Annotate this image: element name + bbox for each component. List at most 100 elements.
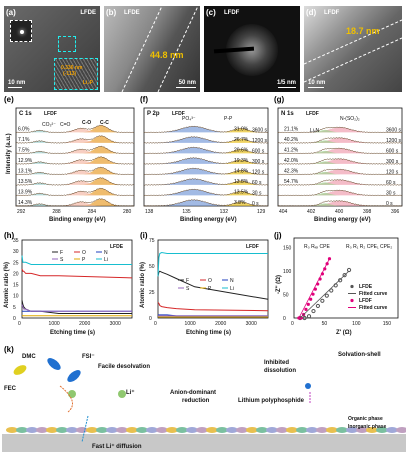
panel-j-legend: Fitted curve: [359, 291, 388, 297]
panel-e-xlabel: Binding energy (eV): [49, 217, 106, 223]
sei-grain: [336, 427, 348, 433]
panel-j-xtick: 50: [322, 321, 328, 327]
sei-grain: [386, 427, 398, 433]
panel-e-pct: 6.0%: [18, 126, 30, 132]
sei-grain: [356, 427, 368, 433]
panel-g-spectrum: [277, 200, 403, 207]
label-fsi: FSI⁻: [82, 354, 95, 360]
panel-h-xtick: 3000: [110, 321, 121, 327]
panel-f-spectrum: [143, 188, 269, 197]
sei-grain: [136, 427, 148, 433]
sei-grain: [246, 427, 258, 433]
panel-d-boundaries: [304, 19, 402, 83]
panel-e-peak-fill: [16, 138, 134, 143]
panel-a-inset-hrtem: 0.336 nm (-113) Li₃P: [54, 58, 98, 90]
lfde-point: [315, 303, 321, 309]
dmc-molecule: [47, 358, 61, 370]
panel-c-scale: 1/5 nm: [276, 80, 296, 86]
legend-Li: Li: [104, 257, 108, 263]
legend-N: N: [104, 250, 108, 256]
label-organic: Organic phase: [348, 416, 383, 422]
panel-f-time: 30 s: [252, 190, 262, 196]
panel-f-time: 120 s: [252, 169, 265, 175]
panel-g-peak-fill: [278, 200, 402, 206]
panel-e-pct: 14.3%: [18, 200, 33, 206]
panel-h-xtick: 0: [18, 321, 21, 327]
panel-f-peak-label: P-P: [224, 116, 233, 122]
sei-grain: [176, 427, 188, 433]
panel-f-spectrum: [143, 178, 269, 186]
panel-j-ytick: 50: [283, 292, 289, 298]
panel-i-ytick: 25: [149, 290, 155, 296]
panel-g-peak-fill: [278, 158, 402, 164]
sei-grain: [116, 427, 128, 433]
series-line-Li: [157, 251, 268, 277]
panel-f-peak-fill: [144, 189, 268, 196]
panel-g-peak-label: N-(SO₂)₂: [340, 116, 360, 122]
panel-b-thickness: 44.8 nm: [150, 50, 184, 60]
label-inhibited-2: dissolution: [264, 368, 296, 374]
panel-g-spectrum: [277, 126, 403, 134]
panel-e-xtick: 280: [123, 209, 132, 215]
panel-g-peak-fill: [278, 190, 402, 196]
panel-g-spectrum: [277, 147, 403, 155]
panel-i-xlabel: Etching time (s): [186, 330, 231, 336]
lfde-point: [306, 314, 312, 319]
panel-f-title: P 2p: [147, 111, 160, 117]
panel-e-peak-fill: [16, 130, 134, 133]
legend-F: F: [60, 250, 63, 256]
lfdf-fit: [298, 258, 330, 319]
label-inhibited-1: Inhibited: [264, 360, 289, 366]
panel-f-spectrum: [143, 199, 269, 207]
panel-j-ytick: 150: [283, 245, 292, 251]
panel-g-peak-fill: [278, 148, 402, 154]
lfde-point: [329, 288, 334, 293]
legend-O: O: [208, 278, 212, 284]
panel-f-pct: 26.7%: [234, 137, 249, 143]
panel-e-spectrum: [15, 187, 135, 197]
lfde-point: [320, 298, 325, 303]
lfde-point: [342, 273, 347, 278]
legend-marker: [350, 284, 354, 289]
sei-grain: [236, 427, 248, 433]
panel-e-peak-fill: [16, 135, 134, 143]
legend-N: N: [230, 278, 234, 284]
legend-P: P: [82, 257, 86, 263]
panel-e-xtick: 284: [88, 209, 97, 215]
panel-c-tag: LFDF: [224, 10, 240, 16]
panel-e-xtick: 292: [17, 209, 26, 215]
panel-f-pct: 19.3%: [234, 158, 249, 164]
panel-f-pct: 13.5%: [234, 189, 249, 195]
panel-f-pct: 20.6%: [234, 147, 249, 153]
panel-e-peak-fill: [16, 182, 134, 185]
panel-c-scalebar: [278, 87, 296, 88]
lfdf-point: [304, 307, 308, 311]
label-polyphosphide: Lithium polyphosphide: [238, 398, 305, 404]
panel-e-peak-fill: [16, 149, 134, 154]
sei-grain: [6, 427, 18, 433]
panel-e-peak-fill: [16, 180, 134, 185]
series-line-O: [21, 268, 133, 279]
sei-grain: [106, 427, 118, 433]
panel-e-spectrum: [15, 166, 135, 176]
panel-h-ytick: 20: [13, 271, 19, 277]
panel-g-time: 30 s: [386, 190, 396, 196]
sei-grain: [26, 427, 38, 433]
panel-i-ytick: 50: [149, 264, 155, 270]
panel-g-xps: (g) N 1s LFDF 21.1% 3600 s 40.2% 1200 s 41.2% 60…: [274, 95, 403, 223]
panel-d-scalebar: [308, 87, 324, 88]
sei-grain: [206, 427, 218, 433]
sei-grain: [196, 427, 208, 433]
sei-grain: [316, 427, 328, 433]
sei-grain: [46, 427, 58, 433]
label-dmc: DMC: [22, 354, 36, 360]
panel-a-tag: LFDE: [80, 10, 96, 16]
panel-g-pct: 54.7%: [284, 179, 299, 185]
panel-i-frame: [157, 239, 269, 319]
sei-grain: [216, 427, 228, 433]
panel-i-xtick: 3000: [246, 321, 257, 327]
panel-d-thickness: 18.7 nm: [346, 26, 380, 36]
panel-e-spectrum: [15, 124, 135, 134]
legend-F: F: [186, 278, 189, 284]
